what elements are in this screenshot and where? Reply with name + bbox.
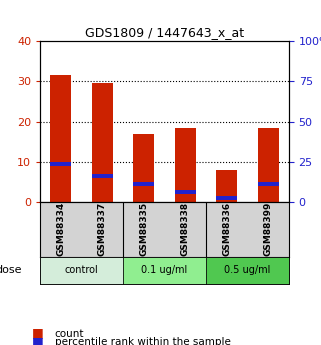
Bar <box>92 83 113 202</box>
Title: GDS1809 / 1447643_x_at: GDS1809 / 1447643_x_at <box>85 26 244 39</box>
Text: GSM88337: GSM88337 <box>98 202 107 256</box>
FancyBboxPatch shape <box>123 257 206 284</box>
Text: 0.5 ug/ml: 0.5 ug/ml <box>224 265 271 275</box>
Bar <box>216 196 237 200</box>
Text: GSM88338: GSM88338 <box>181 202 190 256</box>
Text: GSM88399: GSM88399 <box>264 202 273 256</box>
Bar <box>258 128 279 202</box>
Text: ■: ■ <box>32 326 44 339</box>
Text: GSM88336: GSM88336 <box>222 202 231 256</box>
Text: ■: ■ <box>32 335 44 345</box>
Text: count: count <box>55 329 84 338</box>
Bar <box>175 190 195 194</box>
Text: percentile rank within the sample: percentile rank within the sample <box>55 337 230 345</box>
Text: GSM88334: GSM88334 <box>56 202 65 256</box>
Bar <box>134 182 154 186</box>
Bar <box>50 76 71 202</box>
Bar <box>258 182 279 186</box>
FancyBboxPatch shape <box>206 257 289 284</box>
Text: control: control <box>65 265 99 275</box>
Bar <box>92 174 113 178</box>
Text: GSM88335: GSM88335 <box>139 202 148 256</box>
Bar <box>175 128 195 202</box>
Text: 0.1 ug/ml: 0.1 ug/ml <box>141 265 188 275</box>
Bar <box>134 134 154 202</box>
FancyBboxPatch shape <box>40 257 123 284</box>
Text: dose: dose <box>0 265 22 275</box>
Bar <box>50 161 71 166</box>
Bar <box>216 170 237 202</box>
